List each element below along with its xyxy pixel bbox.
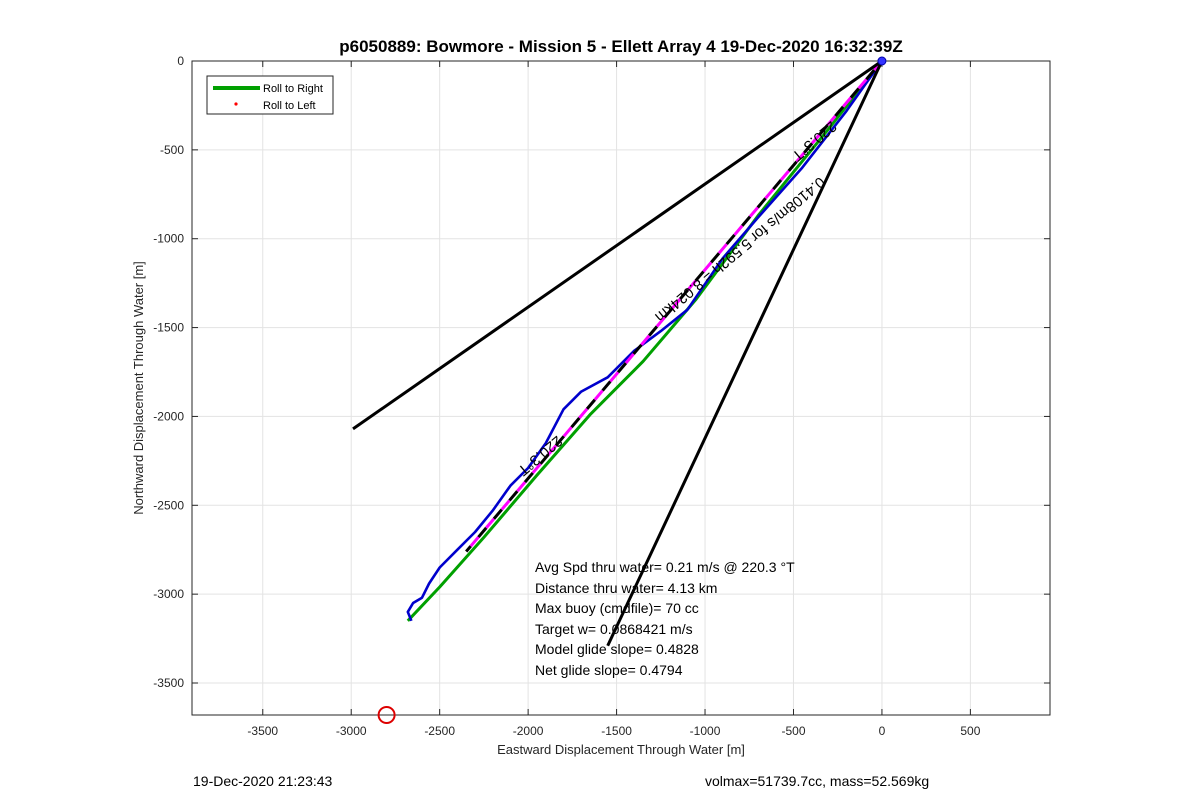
legend-label-roll-right: Roll to Right: [263, 83, 323, 95]
position-marker: [377, 706, 396, 724]
x-tick-label: -2500: [424, 724, 455, 738]
axis-ticks: -3500 -3000 -2500 -2000 -1500 -1000 -500 0 500 0 -…: [153, 54, 1050, 738]
plot-area: [191, 60, 1051, 716]
legend-box: [206, 75, 334, 115]
stats-line-model-glide: Model glide slope= 0.4828: [535, 641, 699, 657]
y-tick-label: -3500: [153, 676, 184, 690]
x-tick-label: -3500: [247, 724, 278, 738]
stats-line-max-buoy: Max buoy (cmdfile)= 70 cc: [535, 600, 699, 616]
x-axis-label: Eastward Displacement Through Water [m]: [497, 742, 745, 757]
y-tick-label: -500: [160, 143, 184, 157]
footer-timestamp: 19-Dec-2020 21:23:43: [193, 773, 333, 789]
legend-label-roll-left: Roll to Left: [263, 100, 316, 112]
series-heading-line: [465, 60, 884, 553]
x-tick-label: -2000: [513, 724, 544, 738]
y-tick-label: -2500: [153, 498, 184, 512]
x-tick-label: 0: [879, 724, 886, 738]
x-tick-label: -1500: [601, 724, 632, 738]
start-point: [877, 56, 887, 66]
x-tick-label: -3000: [336, 724, 367, 738]
footer-summary: volmax=51739.7cc, mass=52.569kg: [705, 773, 930, 789]
y-tick-label: -1500: [153, 321, 184, 335]
y-tick-label: -3000: [153, 587, 184, 601]
y-tick-label: -1000: [153, 232, 184, 246]
stats-line-target-w: Target w= 0.0868421 m/s: [535, 621, 693, 637]
x-tick-label: 500: [960, 724, 980, 738]
y-axis-label: Northward Displacement Through Water [m]: [131, 261, 146, 515]
stats-line-avg-speed: Avg Spd thru water= 0.21 m/s @ 220.3 °T: [535, 559, 795, 575]
legend-swatch-roll-left: [234, 102, 238, 106]
stats-line-distance: Distance thru water= 4.13 km: [535, 580, 717, 596]
x-tick-label: -1000: [690, 724, 721, 738]
series-bound-right: [606, 60, 884, 647]
y-tick-label: -2000: [153, 409, 184, 423]
series-group: [352, 56, 887, 724]
series-track: [406, 60, 883, 622]
series-roll-right-track: [406, 60, 884, 622]
stats-line-net-glide: Net glide slope= 0.4794: [535, 662, 683, 678]
x-tick-label: -500: [781, 724, 805, 738]
legend: Roll to Right Roll to Left: [206, 75, 334, 115]
y-tick-label: 0: [177, 54, 184, 68]
chart-title: p6050889: Bowmore - Mission 5 - Ellett A…: [339, 37, 902, 56]
stats-block: Avg Spd thru water= 0.21 m/s @ 220.3 °T …: [535, 559, 795, 678]
series-bound-left: [352, 59, 883, 431]
